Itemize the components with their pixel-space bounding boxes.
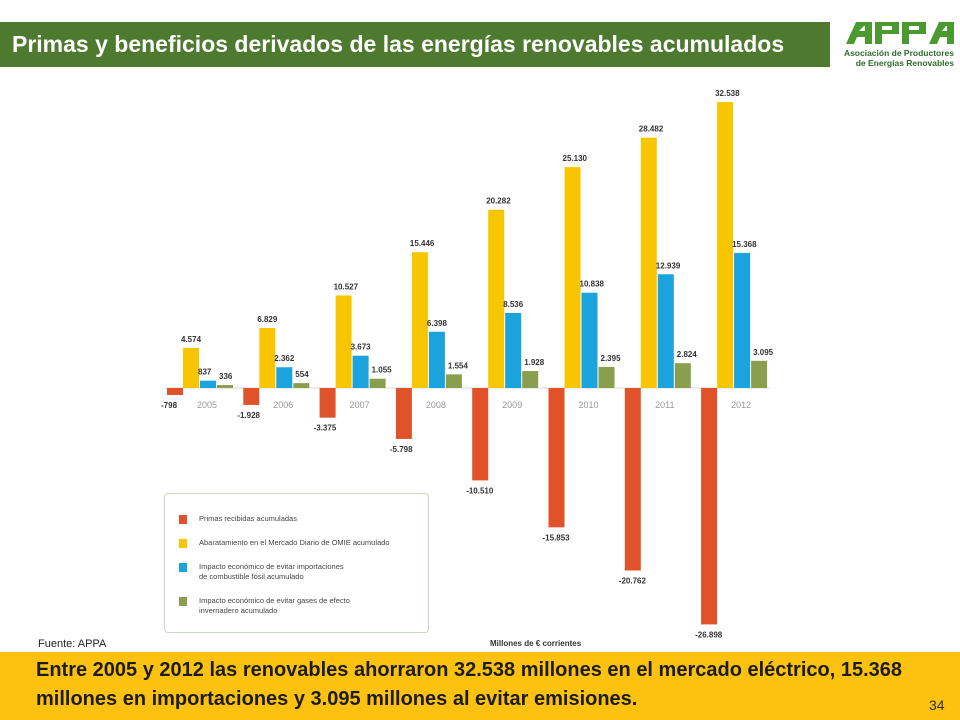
data-label: -1.928 <box>237 411 260 420</box>
summary-banner <box>0 652 960 720</box>
bar-1-2006 <box>259 327 276 388</box>
chart-legend: Primas recibidas acumuladas Abaratamient… <box>164 493 429 633</box>
appa-logo: Asociación de Productores de Energías Re… <box>840 20 958 72</box>
legend-swatch-emisiones <box>179 597 187 606</box>
legend-swatch-omie <box>179 539 187 548</box>
bar-3-2006 <box>293 383 310 388</box>
category-label: 2005 <box>197 400 217 410</box>
legend-item-emisiones: Impacto económico de evitar gases de efe… <box>179 596 399 616</box>
page-title: Primas y beneficios derivados de las ene… <box>0 22 830 67</box>
bar-2-2012 <box>734 252 751 388</box>
legend-label: Abaratamiento en el Mercado Diario de OM… <box>199 538 390 547</box>
legend-item-primas: Primas recibidas acumuladas <box>179 514 399 524</box>
legend-swatch-importaciones <box>179 563 187 572</box>
data-label: 4.574 <box>181 335 202 344</box>
bar-2-2011 <box>657 274 674 388</box>
category-label: 2008 <box>426 400 446 410</box>
data-label: -5.798 <box>390 445 413 454</box>
bar-0-2007 <box>319 388 336 418</box>
bar-3-2008 <box>445 374 462 388</box>
bar-3-2007 <box>369 378 386 388</box>
data-label: 554 <box>295 370 309 379</box>
logo-subtitle-line-2: de Energías Renovables <box>855 58 954 68</box>
bar-1-2008 <box>411 252 428 388</box>
page-number: 34 <box>929 697 945 713</box>
data-label: -3.375 <box>314 424 337 433</box>
bar-2-2006 <box>276 367 293 388</box>
category-label: 2010 <box>578 400 598 410</box>
bar-2-2008 <box>428 331 445 388</box>
data-label: 3.095 <box>753 348 774 357</box>
legend-label: Impacto económico de evitar importacione… <box>199 562 344 571</box>
appa-logo-mark <box>846 22 954 44</box>
data-label: 2.362 <box>274 354 295 363</box>
data-label: 1.554 <box>448 361 469 370</box>
category-label: 2007 <box>350 400 370 410</box>
data-label: 1.055 <box>372 366 393 375</box>
bar-1-2011 <box>640 137 657 388</box>
bar-2-2009 <box>505 312 522 388</box>
bar-2-2005 <box>200 380 216 388</box>
bar-0-2011 <box>624 388 641 571</box>
bar-0-2005 <box>167 388 183 396</box>
bar-3-2010 <box>598 366 615 388</box>
legend-label: Primas recibidas acumuladas <box>199 514 297 523</box>
data-label: 3.673 <box>351 343 372 352</box>
data-label: -798 <box>161 401 178 410</box>
data-label: -15.853 <box>543 533 571 542</box>
bar-0-2009 <box>472 388 489 481</box>
source-note: Fuente: APPA <box>38 638 107 650</box>
data-label: 837 <box>198 368 212 377</box>
data-label: 20.282 <box>486 197 511 206</box>
category-label: 2006 <box>273 400 293 410</box>
data-label: 6.829 <box>257 315 278 324</box>
data-label: 10.527 <box>334 282 359 291</box>
category-label: 2011 <box>655 400 674 410</box>
bar-2-2010 <box>581 292 598 388</box>
data-label: 2.395 <box>601 354 622 363</box>
bar-0-2012 <box>701 388 718 625</box>
data-label: 28.482 <box>639 125 664 134</box>
data-label: 15.368 <box>732 240 757 249</box>
data-label: -20.762 <box>619 576 647 585</box>
data-label: 15.446 <box>410 239 435 248</box>
data-label: 12.939 <box>656 261 681 270</box>
legend-label: de combustible fósil acumulado <box>199 572 304 581</box>
data-label: -10.510 <box>466 486 494 495</box>
category-label: 2009 <box>502 400 522 410</box>
data-label: 32.538 <box>715 89 740 98</box>
data-label: 336 <box>219 372 233 381</box>
bar-1-2012 <box>717 102 734 388</box>
legend-swatch-primas <box>179 515 187 524</box>
logo-subtitle-line-1: Asociación de Productores <box>843 48 954 58</box>
summary-text: Entre 2005 y 2012 las renovables ahorrar… <box>36 659 903 710</box>
bar-0-2006 <box>243 388 260 405</box>
legend-item-importaciones: Impacto económico de evitar importacione… <box>179 562 399 582</box>
data-label: 1.928 <box>524 358 545 367</box>
bar-2-2007 <box>352 355 369 388</box>
bar-3-2011 <box>674 363 691 388</box>
data-label: 8.536 <box>503 300 524 309</box>
bar-3-2009 <box>522 371 539 388</box>
legend-label: Impacto económico de evitar gases de efe… <box>199 596 350 605</box>
bar-1-2007 <box>335 295 352 388</box>
bar-3-2012 <box>751 360 768 388</box>
legend-item-omie: Abaratamiento en el Mercado Diario de OM… <box>179 538 399 548</box>
units-label: Millones de € corrientes <box>490 639 582 648</box>
data-label: 2.824 <box>677 350 698 359</box>
category-label: 2012 <box>731 400 751 410</box>
legend-label: invernadero acumulado <box>199 606 278 615</box>
bar-1-2010 <box>564 167 581 388</box>
bar-1-2009 <box>488 209 505 388</box>
bar-0-2008 <box>395 388 412 439</box>
bar-0-2010 <box>548 388 565 528</box>
data-label: -26.898 <box>695 630 723 639</box>
data-label: 10.838 <box>580 280 605 289</box>
bar-3-2005 <box>217 385 233 388</box>
data-label: 6.398 <box>427 319 448 328</box>
data-label: 25.130 <box>563 154 588 163</box>
bar-1-2005 <box>183 347 199 388</box>
